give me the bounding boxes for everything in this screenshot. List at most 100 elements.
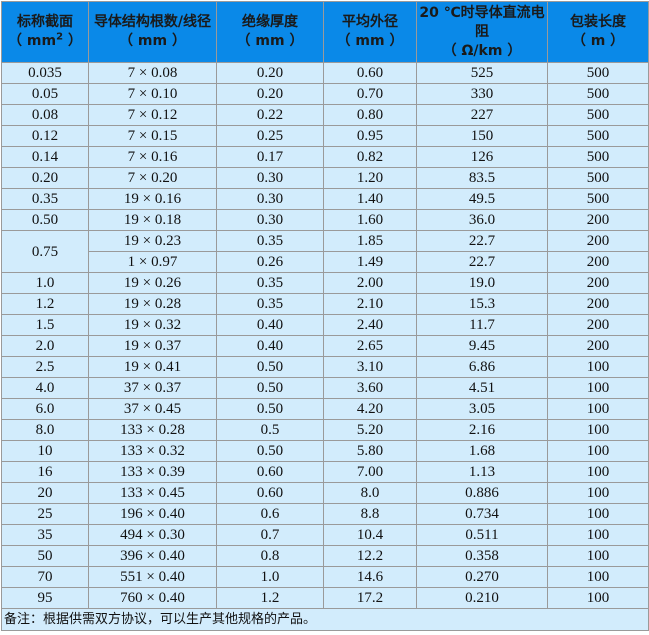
cell-nominal-section: 6.0 [1,398,89,420]
cell-package-length: 500 [547,125,649,147]
header-title: 绝缘厚度 [242,14,298,30]
cell-nominal-section: 16 [1,461,89,483]
header-unit: （ m ） [571,33,625,49]
cell-conductor-structure: 396 × 0.40 [88,545,217,567]
cell-dc-resistance: 0.210 [416,587,548,609]
header-dc-resistance: 20 ℃时导体直流电阻 （ Ω/km ） [416,1,548,63]
cell-dc-resistance: 9.45 [416,335,548,357]
cell-dc-resistance: 0.358 [416,545,548,567]
cell-dc-resistance: 49.5 [416,188,548,210]
header-unit: （ Ω/km ） [442,42,522,59]
cell-package-length: 500 [547,104,649,126]
cell-nominal-section: 25 [1,503,89,525]
header-title: 20 ℃时导体直流电阻 [419,4,545,40]
cell-dc-resistance: 1.13 [416,461,548,483]
table-row: 70 551 × 0.40 1.0 14.6 0.270 100 [1,566,649,588]
cell-insulation-thickness: 0.40 [216,335,324,357]
cell-dc-resistance: 3.05 [416,398,548,420]
cell-package-length: 500 [547,83,649,105]
cell-insulation-thickness: 1.2 [216,587,324,609]
cell-conductor-structure: 494 × 0.30 [88,524,217,546]
table-row: 1 × 0.97 0.26 1.49 22.7 200 [2,251,649,273]
cell-conductor-structure: 7 × 0.20 [88,167,217,189]
cell-insulation-thickness: 0.20 [216,62,324,84]
cell-conductor-structure: 37 × 0.45 [88,398,217,420]
header-title: 标称截面 [17,14,73,30]
cell-conductor-structure: 19 × 0.23 [88,230,217,252]
cell-average-diameter: 0.82 [323,146,417,168]
cell-dc-resistance: 0.270 [416,566,548,588]
cell-dc-resistance: 22.7 [416,230,548,252]
cell-insulation-thickness: 0.25 [216,125,324,147]
cell-average-diameter: 4.20 [323,398,417,420]
cell-insulation-thickness: 0.30 [216,188,324,210]
cell-nominal-section: 2.0 [1,335,89,357]
cell-package-length: 100 [547,503,649,525]
cell-average-diameter: 8.0 [323,482,417,504]
cell-package-length: 500 [547,62,649,84]
cell-nominal-section: 50 [1,545,89,567]
table-row: 2.0 19 × 0.37 0.40 2.65 9.45 200 [1,335,649,357]
cell-conductor-structure: 7 × 0.08 [88,62,217,84]
cell-package-length: 100 [547,545,649,567]
cell-average-diameter: 0.60 [323,62,417,84]
header-unit: （ mm ） [336,33,404,49]
cell-nominal-section: 0.20 [1,167,89,189]
cell-dc-resistance: 2.16 [416,419,548,441]
table-row: 0.35 19 × 0.16 0.30 1.40 49.5 500 [1,188,649,210]
cell-average-diameter: 3.60 [323,377,417,399]
table-row: 6.0 37 × 0.45 0.50 4.20 3.05 100 [1,398,649,420]
table-row: 0.14 7 × 0.16 0.17 0.82 126 500 [1,146,649,168]
cell-conductor-structure: 760 × 0.40 [88,587,217,609]
cell-package-length: 100 [547,398,649,420]
table-row: 4.0 37 × 0.37 0.50 3.60 4.51 100 [1,377,649,399]
cell-conductor-structure: 196 × 0.40 [88,503,217,525]
table-row: 10 133 × 0.32 0.50 5.80 1.68 100 [1,440,649,462]
cell-conductor-structure: 37 × 0.37 [88,377,217,399]
table-row: 2.5 19 × 0.41 0.50 3.10 6.86 100 [1,356,649,378]
table-row: 0.035 7 × 0.08 0.20 0.60 525 500 [1,62,649,84]
cell-nominal-section: 0.75 [1,230,89,273]
header-conductor-structure: 导体结构根数/线径 （ mm ） [88,1,217,63]
cell-average-diameter: 14.6 [323,566,417,588]
cell-conductor-structure: 19 × 0.26 [88,272,217,294]
table-row: 25 196 × 0.40 0.6 8.8 0.734 100 [1,503,649,525]
cell-conductor-structure: 19 × 0.18 [88,209,217,231]
cell-nominal-section: 8.0 [1,419,89,441]
cell-insulation-thickness: 0.35 [216,272,324,294]
cell-insulation-thickness: 0.30 [216,167,324,189]
cell-insulation-thickness: 0.50 [216,398,324,420]
cell-average-diameter: 1.20 [323,167,417,189]
cell-insulation-thickness: 0.26 [216,251,324,273]
cell-nominal-section: 0.08 [1,104,89,126]
cell-package-length: 100 [547,461,649,483]
cell-nominal-section: 1.2 [1,293,89,315]
cell-dc-resistance: 0.886 [416,482,548,504]
table-row: 1.5 19 × 0.32 0.40 2.40 11.7 200 [1,314,649,336]
cell-package-length: 200 [547,251,649,273]
cell-average-diameter: 2.40 [323,314,417,336]
cell-package-length: 500 [547,167,649,189]
cell-package-length: 100 [547,524,649,546]
cell-conductor-structure: 19 × 0.37 [88,335,217,357]
cell-package-length: 100 [547,566,649,588]
cell-average-diameter: 5.20 [323,419,417,441]
cell-package-length: 200 [547,293,649,315]
cell-dc-resistance: 19.0 [416,272,548,294]
cell-average-diameter: 0.95 [323,125,417,147]
cell-dc-resistance: 36.0 [416,209,548,231]
cell-insulation-thickness: 0.40 [216,314,324,336]
cell-nominal-section: 0.14 [1,146,89,168]
cell-average-diameter: 0.80 [323,104,417,126]
cell-conductor-structure: 551 × 0.40 [88,566,217,588]
cell-conductor-structure: 1 × 0.97 [88,251,217,273]
cell-average-diameter: 12.2 [323,545,417,567]
cell-package-length: 200 [547,314,649,336]
cell-dc-resistance: 4.51 [416,377,548,399]
cell-dc-resistance: 83.5 [416,167,548,189]
cell-insulation-thickness: 0.50 [216,440,324,462]
table-row: 16 133 × 0.39 0.60 7.00 1.13 100 [1,461,649,483]
cell-average-diameter: 10.4 [323,524,417,546]
cell-dc-resistance: 6.86 [416,356,548,378]
cell-nominal-section: 10 [1,440,89,462]
